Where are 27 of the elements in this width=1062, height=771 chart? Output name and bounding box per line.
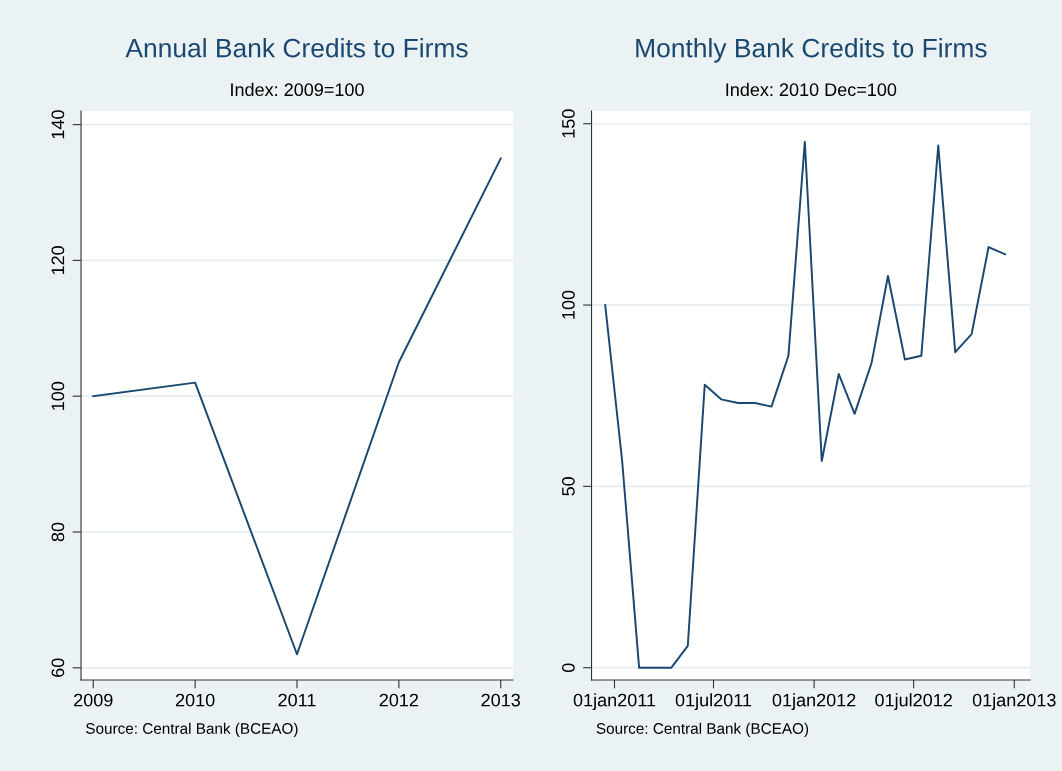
x-tick-label: 2012 xyxy=(379,693,419,707)
source-note: Source: Central Bank (BCEAO) xyxy=(86,722,298,737)
x-tick-label: 2011 xyxy=(278,693,316,707)
x-tick-label: 01jul2012 xyxy=(875,693,952,711)
y-tick-label: 60 xyxy=(51,658,65,677)
x-tick-label: 01jul2011 xyxy=(675,693,752,711)
y-tick-label: 100 xyxy=(561,290,575,319)
x-tick-label: 01jan2013 xyxy=(972,693,1056,711)
chart-title: Annual Bank Credits to Firms xyxy=(125,38,468,58)
y-tick-label: 0 xyxy=(561,663,575,673)
x-tick-label: 2013 xyxy=(481,693,521,707)
x-tick-label: 2009 xyxy=(74,693,113,707)
line-series xyxy=(604,140,1006,669)
chart-title: Monthly Bank Credits to Firms xyxy=(636,38,987,63)
x-tick-label: 01jan2012 xyxy=(772,693,856,711)
x-tick-label: 01jan2011 xyxy=(573,693,656,711)
x-tick-label: 2010 xyxy=(175,693,215,707)
y-tick-label: 140 xyxy=(51,110,65,139)
chart-subtitle: Index: 2010 Dec=100 xyxy=(726,82,897,97)
y-tick-label: 50 xyxy=(561,477,575,496)
source-note: Source: Central Bank (BCEAO) xyxy=(596,722,809,737)
line-series xyxy=(92,157,502,656)
chart-subtitle: Index: 2009=100 xyxy=(231,82,364,97)
y-tick-label: 150 xyxy=(561,109,575,138)
y-tick-label: 100 xyxy=(51,381,65,410)
y-tick-label: 80 xyxy=(51,522,65,542)
y-tick-label: 120 xyxy=(51,246,65,275)
